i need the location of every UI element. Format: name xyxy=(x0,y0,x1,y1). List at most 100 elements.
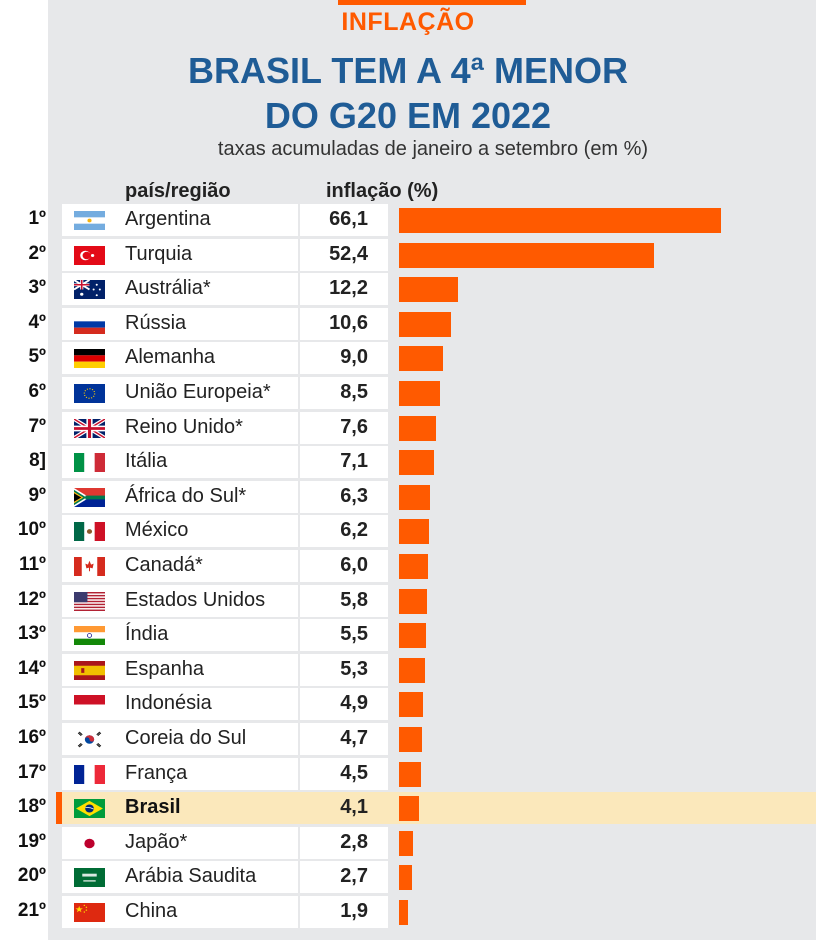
table-row: 6º União Europeia* 8,5 xyxy=(0,377,816,409)
table-row: 15º Indonésia 4,9 xyxy=(0,688,816,721)
value-cell-background xyxy=(300,238,388,271)
rank-label: 11º xyxy=(18,554,46,575)
value-cell-background xyxy=(300,342,388,375)
rank-label: 6º xyxy=(28,381,46,402)
value-label: 7,1 xyxy=(340,450,368,473)
value-label: 4,9 xyxy=(340,692,368,715)
country-label: Indonésia xyxy=(125,692,212,715)
rank-label: 20º xyxy=(17,865,46,887)
country-label: Itália xyxy=(125,450,168,473)
flag-south-africa-icon xyxy=(74,487,105,507)
value-cell-background xyxy=(300,826,388,859)
value-cell-background xyxy=(300,446,388,479)
rank-label: 5º xyxy=(28,346,46,368)
rank-label: 16º xyxy=(17,727,46,748)
value-label: 2,7 xyxy=(340,865,368,888)
value-cell-background xyxy=(300,792,388,825)
value-label: 6,3 xyxy=(340,484,368,507)
value-label: 4,7 xyxy=(340,727,368,749)
flag-china-icon xyxy=(74,903,105,922)
table-row: 21º China 1,9 xyxy=(0,896,816,928)
country-label: Canadá* xyxy=(125,554,203,576)
flag-usa-icon xyxy=(74,591,105,611)
value-label: 5,5 xyxy=(340,623,368,646)
flag-uk-icon xyxy=(74,418,105,438)
table-row: 16º Coreia do Sul 4,7 xyxy=(0,723,816,755)
country-label: Arábia Saudita xyxy=(125,865,257,888)
bar xyxy=(399,381,441,406)
bar xyxy=(399,415,437,441)
value-label: 4,5 xyxy=(340,761,368,784)
bar xyxy=(399,277,459,303)
rank-label: 12º xyxy=(17,588,46,610)
bar xyxy=(399,657,425,683)
value-label: 9,0 xyxy=(340,346,368,369)
bar xyxy=(399,623,426,649)
value-label: 4,1 xyxy=(340,796,368,819)
country-label: Austrália* xyxy=(125,277,211,300)
value-label: 2,8 xyxy=(340,830,368,853)
rank-label: 9º xyxy=(28,484,46,506)
value-cell-background xyxy=(300,273,388,306)
country-label: África do Sul* xyxy=(125,484,247,507)
table-row: 12º Estados Unidos 5,8 xyxy=(0,584,816,617)
country-label: Alemanha xyxy=(125,346,216,369)
flag-turkey-icon xyxy=(74,245,105,265)
table-row: 17º França 4,5 xyxy=(0,757,816,790)
flag-italy-icon xyxy=(74,453,105,473)
value-cell-background xyxy=(300,584,388,617)
country-label: Índia xyxy=(125,623,169,646)
flag-russia-icon xyxy=(74,314,105,334)
country-label: Coreia do Sul xyxy=(125,727,247,749)
flag-spain-icon xyxy=(74,660,105,680)
value-cell-background xyxy=(300,861,388,894)
country-label: Rússia xyxy=(125,311,187,334)
rank-label: 17º xyxy=(17,761,46,783)
table-row: 9º África do Sul* 6,3 xyxy=(0,480,816,513)
country-label: Reino Unido* xyxy=(125,415,243,438)
table-row: 2º Turquia 52,4 xyxy=(0,238,816,271)
rank-label: 14º xyxy=(17,657,46,679)
value-label: 5,3 xyxy=(340,657,368,680)
kicker: INFLAÇÃO xyxy=(341,8,475,36)
flag-mexico-icon xyxy=(74,522,105,542)
table-row: 5º Alemanha 9,0 xyxy=(0,342,816,375)
table-row: 14º Espanha 5,3 xyxy=(0,653,816,686)
bar xyxy=(399,865,413,891)
table-row: 19º Japão* 2,8 xyxy=(0,826,816,859)
country-label: França xyxy=(125,761,188,784)
table-row: 10º México 6,2 xyxy=(0,515,816,548)
flag-australia-icon xyxy=(74,280,105,300)
rank-label: 18º xyxy=(17,796,46,818)
chart-title-line-1: BRASIL TEM A 4ª MENOR xyxy=(187,50,628,91)
table-row: 13º Índia 5,5 xyxy=(0,619,816,652)
bar xyxy=(399,727,422,752)
country-label: Estados Unidos xyxy=(125,588,266,611)
rank-label: 1º xyxy=(28,208,46,229)
table-row: 8] Itália 7,1 xyxy=(0,446,816,479)
flag-japan-icon xyxy=(74,833,105,853)
bar xyxy=(399,554,429,579)
bar xyxy=(399,900,409,925)
value-label: 66,1 xyxy=(329,208,368,230)
top-accent-bar xyxy=(338,0,526,5)
rank-label: 2º xyxy=(28,242,46,264)
flag-india-icon xyxy=(74,626,105,646)
bar xyxy=(399,242,655,268)
table-row: 20º Arábia Saudita 2,7 xyxy=(0,861,816,894)
flag-eu-icon xyxy=(74,384,105,403)
flag-france-icon xyxy=(74,764,105,784)
value-label: 1,9 xyxy=(340,900,368,922)
value-cell-background xyxy=(300,411,388,444)
rank-label: 7º xyxy=(28,415,46,437)
country-label: Argentina xyxy=(125,208,211,230)
rank-label: 10º xyxy=(17,519,46,541)
value-cell-background xyxy=(300,377,388,409)
table-row: 18º Brasil 4,1 xyxy=(0,792,816,825)
value-label: 6,2 xyxy=(340,519,368,542)
bar xyxy=(399,830,413,856)
chart-title-line-2: DO G20 EM 2022 xyxy=(264,95,552,136)
bar xyxy=(399,588,428,614)
value-cell-background xyxy=(300,204,388,236)
flag-canada-icon xyxy=(74,557,105,576)
